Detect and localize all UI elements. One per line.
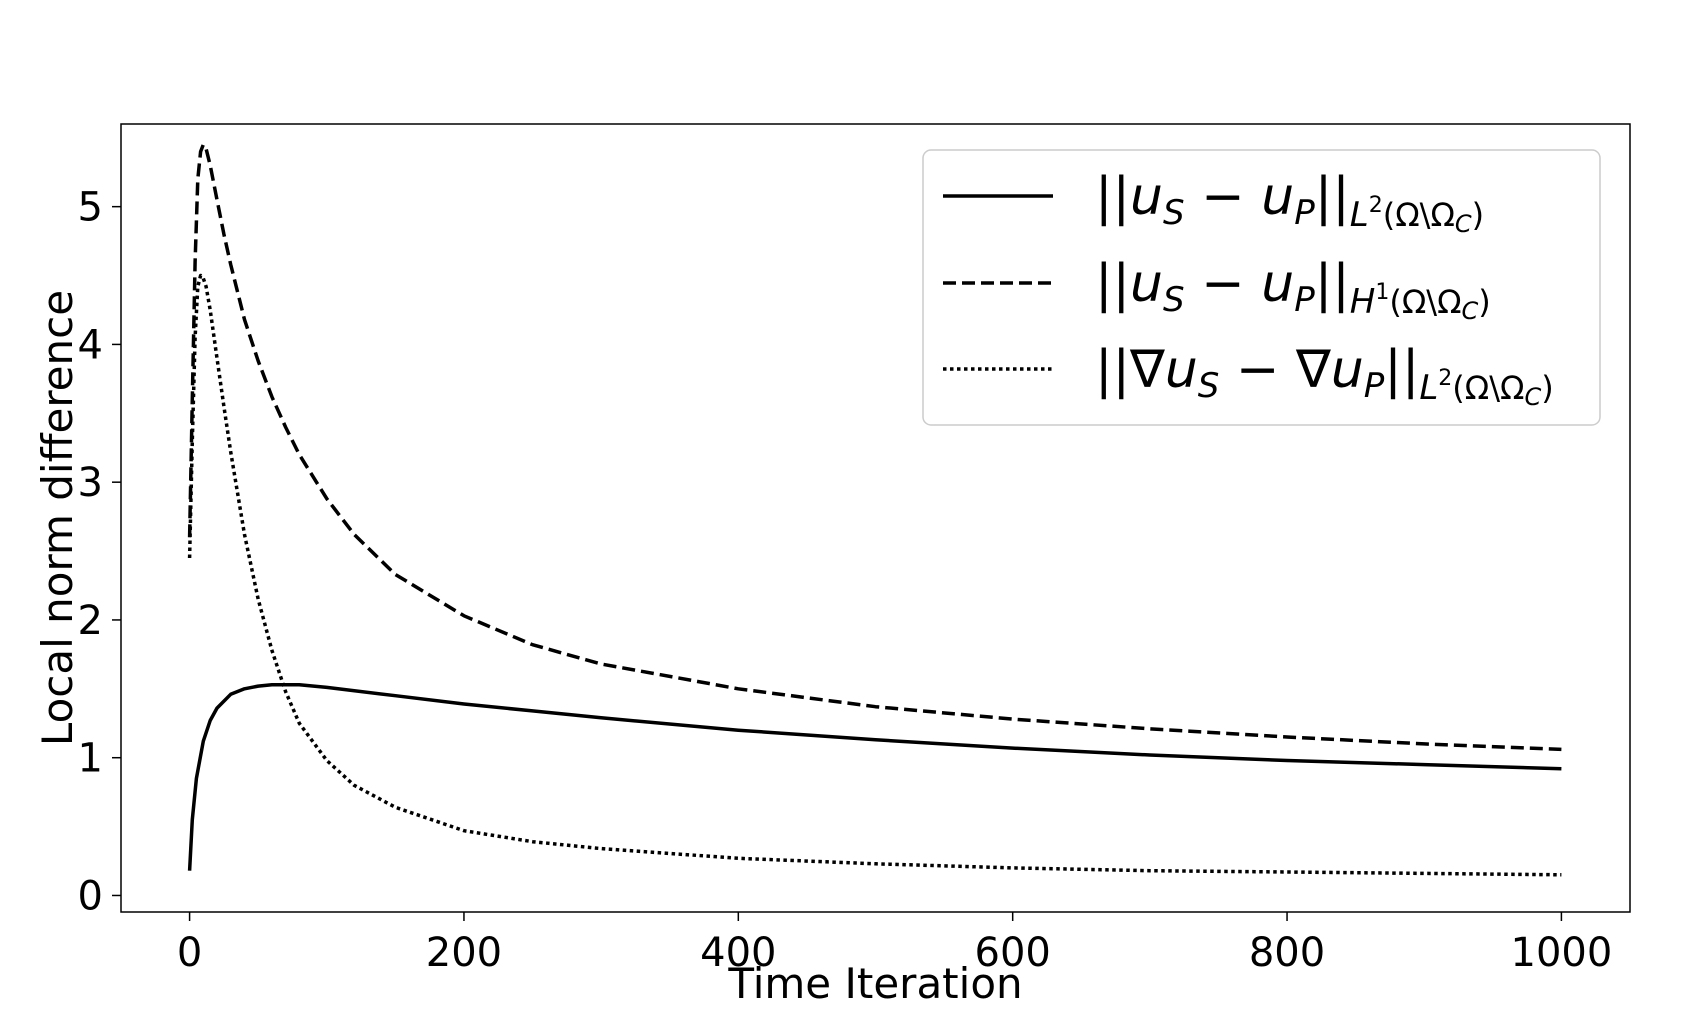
series-line-solid bbox=[187, 682, 1562, 871]
y-tick-label: 3 bbox=[78, 460, 103, 506]
plot-frame bbox=[120, 123, 1631, 913]
y-tick-label: 4 bbox=[78, 322, 103, 368]
y-tick-label: 5 bbox=[78, 185, 103, 231]
y-axis-label: Local norm difference bbox=[33, 290, 82, 746]
x-tick-label: 0 bbox=[177, 930, 202, 976]
x-tick-label: 400 bbox=[700, 930, 776, 976]
x-tick-label: 800 bbox=[1249, 930, 1325, 976]
series-layer bbox=[187, 142, 1562, 877]
y-tick-label: 1 bbox=[78, 736, 103, 782]
y-axis-ticks: 0 1 2 3 4 5 bbox=[78, 185, 121, 919]
series-line-dashed bbox=[187, 142, 1562, 752]
legend-label-l2: ||uS − uP||L2(Ω\ΩC) bbox=[1095, 167, 1484, 238]
x-axis-label: Time Iteration bbox=[727, 959, 1022, 1008]
y-tick-label: 0 bbox=[78, 873, 103, 919]
x-tick-label: 1000 bbox=[1511, 930, 1613, 976]
legend-box bbox=[922, 149, 1601, 426]
x-tick-label: 600 bbox=[975, 930, 1051, 976]
x-axis-ticks: 0 200 400 600 800 1000 bbox=[177, 912, 1612, 976]
x-tick-label: 200 bbox=[426, 930, 502, 976]
series-line-dotted bbox=[187, 273, 1562, 877]
y-tick-label: 2 bbox=[78, 598, 103, 644]
legend: ||uS − uP||L2(Ω\ΩC) ||uS − uP||H1(Ω\ΩC) … bbox=[922, 149, 1601, 426]
